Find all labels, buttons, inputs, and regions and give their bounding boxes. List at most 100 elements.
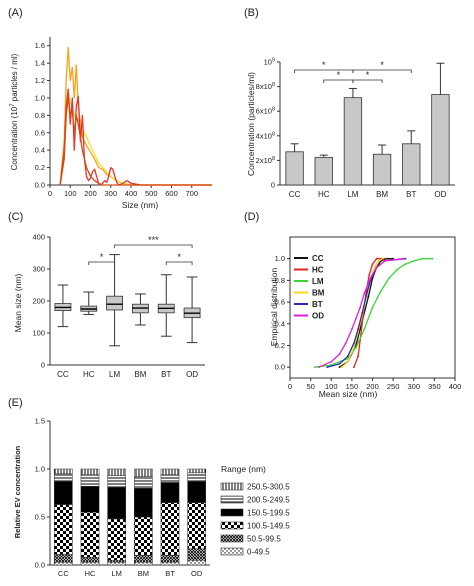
- data-point: [375, 266, 378, 269]
- panel-e-label: (E): [8, 397, 23, 409]
- y-tick-label: 0.0: [35, 561, 45, 570]
- legend-label: 200.5-249.5: [247, 496, 290, 505]
- significance-label: *: [177, 252, 181, 262]
- legend-label: BT: [312, 300, 323, 309]
- data-point: [392, 257, 395, 260]
- panel-e-legend-title: Range (nm): [221, 464, 266, 474]
- data-point: [363, 328, 366, 331]
- y-tick-label: 0.6: [35, 128, 45, 137]
- stack-segment: [134, 468, 153, 477]
- x-tick-label: BM: [138, 569, 149, 578]
- bar: [285, 151, 304, 186]
- stack-segment: [160, 482, 180, 503]
- x-tick-label: 700: [185, 189, 198, 198]
- x-tick-label: 250: [387, 382, 400, 391]
- x-tick-label: CC: [289, 190, 301, 199]
- series-line-od: [318, 258, 404, 368]
- panel-d-xlabel: Mean size (nm): [319, 389, 378, 399]
- data-point: [381, 257, 384, 260]
- bar: [314, 156, 333, 186]
- stack-segment: [187, 468, 206, 474]
- bar: [372, 153, 392, 186]
- y-tick-label: 0: [41, 361, 45, 370]
- legend-swatch: [220, 547, 244, 556]
- data-point: [338, 363, 341, 365]
- x-tick-label: BT: [161, 370, 171, 379]
- data-point: [404, 257, 407, 260]
- data-point: [369, 277, 372, 280]
- data-point: [346, 360, 349, 363]
- y-tick-label: 1.6: [35, 41, 45, 50]
- y-tick-label: 8x108: [256, 82, 275, 91]
- x-tick-label: CC: [58, 569, 69, 578]
- legend-label: LM: [312, 277, 324, 286]
- significance-bracket: [352, 69, 412, 73]
- data-point: [338, 366, 341, 369]
- data-point: [359, 328, 362, 331]
- x-tick-label: 200: [366, 382, 379, 391]
- stack-segment: [187, 559, 206, 566]
- x-tick-label: CC: [57, 370, 69, 379]
- data-point: [388, 277, 390, 280]
- stack-segment: [107, 475, 126, 488]
- stack-segment: [134, 555, 153, 563]
- x-tick-label: 150: [346, 382, 359, 391]
- x-tick-label: BT: [165, 569, 175, 578]
- stack-segment: [187, 481, 206, 503]
- x-tick-label: 0: [48, 189, 52, 198]
- y-tick-label: 1.4: [35, 59, 45, 68]
- data-point: [338, 353, 341, 356]
- legend-label: BM: [312, 289, 325, 298]
- stack-segment: [160, 468, 180, 476]
- data-point: [313, 366, 316, 369]
- x-tick-label: 100: [325, 382, 338, 391]
- legend-swatch: [220, 521, 244, 530]
- legend-label: 250.5-300.5: [247, 483, 290, 492]
- significance-label: *: [380, 60, 384, 70]
- data-point: [357, 328, 359, 331]
- data-point: [431, 257, 434, 260]
- data-point: [371, 263, 374, 266]
- data-point: [377, 259, 380, 262]
- series-line-bt: [326, 258, 406, 368]
- data-point: [396, 268, 399, 271]
- y-tick-label: 0.2: [275, 341, 285, 350]
- data-point: [404, 263, 407, 266]
- y-tick-label: 6x108: [256, 107, 275, 116]
- legend-label: 150.5-199.5: [247, 509, 290, 518]
- data-point: [353, 342, 355, 345]
- stack-segment: [134, 487, 153, 518]
- legend-swatch: [220, 495, 244, 504]
- x-tick-label: 500: [145, 189, 158, 198]
- data-point: [346, 355, 349, 358]
- stack-segment: [107, 561, 126, 566]
- stack-segment: [54, 473, 73, 482]
- panel-a-label: (A): [8, 7, 23, 19]
- stack-segment: [80, 468, 100, 476]
- data-point: [326, 366, 329, 369]
- significance-bracket: [323, 79, 354, 83]
- legend-swatch: [220, 508, 244, 517]
- x-tick-label: BM: [376, 190, 388, 199]
- y-tick-label: 109: [264, 58, 275, 67]
- legend-label: 50.5-99.5: [247, 535, 281, 544]
- data-point: [353, 366, 355, 369]
- stack-segment: [107, 486, 126, 520]
- y-tick-label: 300: [32, 265, 45, 274]
- stack-segment: [187, 548, 206, 561]
- stack-segment: [160, 502, 180, 556]
- data-point: [412, 259, 415, 262]
- significance-label: *: [322, 60, 326, 70]
- data-point: [402, 257, 405, 260]
- stack-segment: [80, 557, 100, 563]
- stack-segment: [54, 481, 73, 505]
- stack-segment: [160, 561, 180, 566]
- significance-label: *: [366, 70, 370, 80]
- stack-segment: [54, 468, 73, 475]
- data-point: [344, 342, 347, 345]
- y-tick-label: 0: [271, 181, 275, 190]
- x-tick-label: OD: [434, 190, 446, 199]
- y-tick-label: 1.0: [275, 254, 285, 263]
- x-tick-label: HC: [83, 370, 95, 379]
